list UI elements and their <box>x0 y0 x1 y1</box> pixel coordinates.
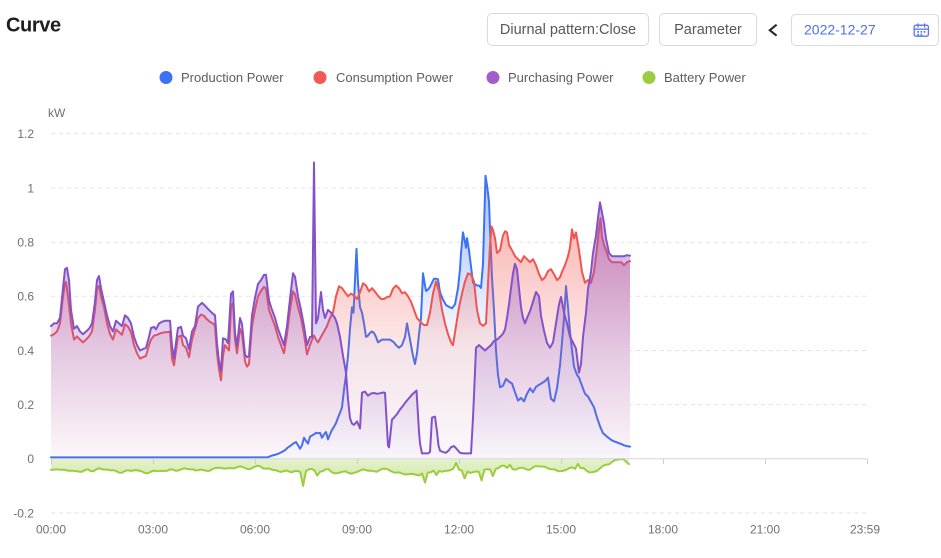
svg-text:-0.2: -0.2 <box>13 506 34 520</box>
svg-text:0: 0 <box>27 452 34 466</box>
svg-text:kW: kW <box>48 106 66 120</box>
svg-text:23:59: 23:59 <box>850 523 880 537</box>
svg-text:0.8: 0.8 <box>17 236 34 250</box>
svg-text:09:00: 09:00 <box>342 523 372 537</box>
svg-text:Purchasing Power: Purchasing Power <box>508 70 614 85</box>
svg-text:Consumption Power: Consumption Power <box>336 70 454 85</box>
svg-text:0.4: 0.4 <box>17 344 34 358</box>
svg-text:12:00: 12:00 <box>444 523 474 537</box>
svg-text:06:00: 06:00 <box>240 523 270 537</box>
svg-text:Production Power: Production Power <box>181 70 284 85</box>
svg-text:15:00: 15:00 <box>546 523 576 537</box>
svg-text:18:00: 18:00 <box>648 523 678 537</box>
svg-text:0.2: 0.2 <box>17 398 34 412</box>
svg-text:1.2: 1.2 <box>17 127 34 141</box>
svg-text:00:00: 00:00 <box>36 523 66 537</box>
svg-text:Battery Power: Battery Power <box>664 70 746 85</box>
svg-text:1: 1 <box>27 181 34 195</box>
svg-text:Diurnal pattern:Close: Diurnal pattern:Close <box>500 22 636 38</box>
svg-text:03:00: 03:00 <box>138 523 168 537</box>
svg-text:Parameter: Parameter <box>674 22 742 38</box>
svg-text:0.6: 0.6 <box>17 290 34 304</box>
svg-text:2022-12-27: 2022-12-27 <box>804 22 876 38</box>
svg-text:21:00: 21:00 <box>750 523 780 537</box>
svg-text:Curve: Curve <box>6 15 61 37</box>
